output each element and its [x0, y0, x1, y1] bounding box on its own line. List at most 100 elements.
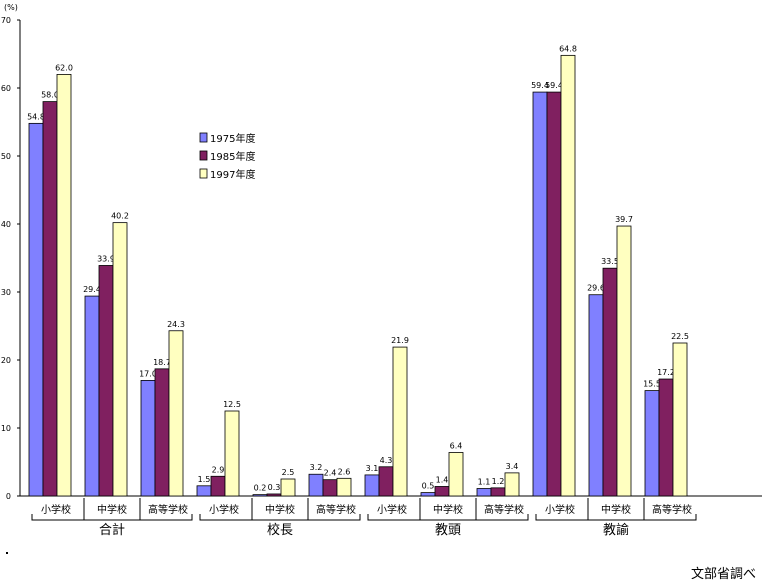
bar: [210, 475, 226, 497]
data-label: 21.9: [391, 336, 409, 345]
bar: [644, 390, 660, 497]
group-bracket: [199, 514, 361, 521]
legend-swatch: [199, 132, 208, 143]
bar: [112, 222, 128, 497]
bar: [364, 474, 380, 497]
data-label: 0.5: [422, 482, 435, 491]
y-tick-label: 40: [1, 220, 11, 229]
data-label: 59.4: [531, 81, 549, 90]
bar: [532, 91, 548, 497]
data-label: 64.8: [559, 44, 577, 53]
bar: [476, 488, 492, 497]
data-label: 24.3: [167, 320, 185, 329]
bar: [490, 487, 506, 497]
category-label: 小学校: [377, 503, 407, 516]
data-label: 3.2: [310, 463, 323, 472]
data-label: 29.6: [587, 284, 605, 293]
data-label: 2.4: [324, 469, 337, 478]
bar: [140, 379, 156, 497]
category-label: 高等学校: [484, 503, 524, 516]
bar: [168, 330, 184, 497]
group-bracket: [367, 514, 529, 521]
category-label: 小学校: [41, 503, 71, 516]
category-label: 中学校: [97, 503, 127, 516]
bar: [420, 492, 436, 497]
group-label: 教頭: [435, 522, 461, 538]
data-label: 3.4: [506, 462, 519, 471]
category-label: 高等学校: [652, 503, 692, 516]
bar: [98, 265, 114, 497]
bar: [504, 472, 520, 497]
data-label: 33.5: [601, 257, 619, 266]
legend-box: [198, 130, 274, 182]
bar: [42, 101, 58, 497]
bar: [266, 493, 282, 497]
bar: [154, 368, 170, 497]
stray-dot: [6, 552, 8, 554]
category-label: 中学校: [433, 503, 463, 516]
data-label: 15.5: [643, 380, 661, 389]
data-label: 2.9: [212, 465, 225, 474]
bar: [392, 346, 408, 497]
bar: [616, 225, 632, 497]
bar-chart: 0 10 20 30 40 50 60 70 (%) 54.8 58.0 62.0 29.4 33.9 40…: [1, 3, 762, 538]
bar: [336, 477, 352, 497]
legend-label: 1997年度: [210, 168, 255, 181]
group-label: 合計: [99, 522, 125, 538]
y-tick-label: 50: [1, 152, 11, 161]
data-label: 12.5: [223, 400, 241, 409]
legend-label: 1975年度: [210, 132, 255, 145]
group-label: 教諭: [603, 522, 629, 538]
data-label: 18.7: [153, 358, 171, 367]
data-label: 22.5: [671, 332, 689, 341]
data-label: 58.0: [41, 91, 59, 100]
bar: [252, 494, 268, 497]
category-label: 中学校: [265, 503, 295, 516]
bar: [560, 54, 576, 497]
category-label: 小学校: [545, 503, 575, 516]
data-label: 33.9: [97, 254, 115, 263]
y-tick-label: 0: [6, 492, 11, 501]
category-label: 中学校: [601, 503, 631, 516]
group-label: 校長: [267, 522, 293, 538]
category-label: 高等学校: [148, 503, 188, 516]
bar: [84, 295, 100, 497]
data-label: 3.1: [366, 464, 379, 473]
data-label: 2.6: [338, 467, 351, 476]
data-label: 2.5: [282, 468, 295, 477]
data-label: 0.3: [268, 483, 281, 492]
data-label: 59.4: [545, 81, 563, 90]
y-tick-label: 20: [1, 356, 11, 365]
data-label: 1.2: [492, 477, 505, 486]
bar: [224, 410, 240, 497]
bar: [308, 473, 324, 497]
bar: [322, 479, 338, 497]
data-label: 6.4: [450, 441, 463, 450]
y-tick-label: 30: [1, 288, 11, 297]
bar: [56, 74, 72, 497]
bar: [546, 91, 562, 497]
y-unit-label: (%): [4, 3, 18, 12]
data-label: 4.3: [380, 456, 393, 465]
legend-label: 1985年度: [210, 150, 255, 163]
data-label: 40.2: [111, 212, 129, 221]
legend-swatch: [199, 150, 208, 161]
legend-swatch: [199, 168, 208, 179]
data-label: 62.0: [55, 63, 73, 72]
group-bracket: [31, 514, 193, 521]
data-label: 0.2: [254, 484, 267, 493]
bar: [602, 267, 618, 497]
data-label: 39.7: [615, 215, 633, 224]
group-bracket: [535, 514, 697, 521]
data-label: 17.0: [139, 369, 157, 378]
bar: [196, 485, 212, 497]
y-tick-label: 70: [1, 16, 11, 25]
category-label: 小学校: [209, 503, 239, 516]
bar: [280, 478, 296, 497]
data-label: 29.4: [83, 285, 101, 294]
bar: [588, 294, 604, 497]
data-label: 1.1: [478, 478, 491, 487]
category-label: 高等学校: [316, 503, 356, 516]
bar: [658, 378, 674, 497]
bar: [378, 466, 394, 497]
